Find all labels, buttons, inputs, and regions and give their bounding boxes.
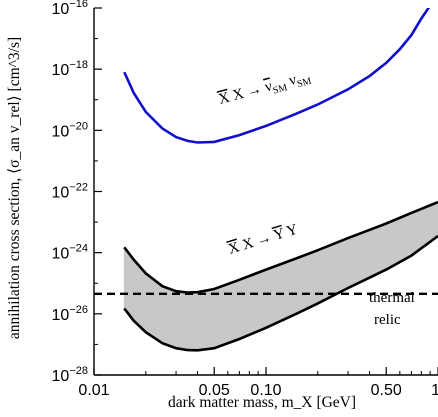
nu-label-sub2: SM — [296, 76, 313, 90]
band-fill-1 — [124, 202, 438, 351]
x-tick-label: 0.10 — [250, 382, 281, 399]
y-tick-label: 10−20 — [52, 120, 88, 140]
nu-label-xbar: X — [217, 90, 232, 108]
nu-label-nu: ν — [287, 72, 298, 89]
relic-label: relic — [374, 312, 401, 328]
y-tick-label: 10−18 — [52, 59, 88, 79]
nu-label-nubar: ν — [263, 78, 274, 95]
y-label-arrow: X → — [237, 229, 277, 255]
band-lower-line-1 — [123, 234, 438, 352]
svg-text:X X → νSM νSM: X X → νSM νSM — [217, 68, 313, 111]
series-line-0 — [123, 8, 431, 144]
nu-channel-label: X X → νSM νSM — [217, 68, 313, 111]
y-tick-label: 10−28 — [52, 365, 88, 385]
nu-label-arrow: X → — [227, 80, 267, 105]
y-label-y: Y — [282, 222, 300, 241]
x-tick-label: 0.50 — [371, 382, 402, 399]
y-tick-label: 10−24 — [52, 243, 88, 263]
thermal-label: thermal — [369, 290, 415, 306]
y-axis-title: annihilation cross section, ⟨σ_an v_rel⟩… — [6, 37, 23, 339]
y-tick-label: 10−26 — [52, 304, 88, 324]
y-label-xbar: X — [226, 239, 241, 258]
svg-text:X X → Y Y: X X → Y Y — [226, 222, 299, 258]
y-channel-label: X X → Y Y — [226, 222, 299, 258]
y-tick-label: 10−16 — [52, 0, 88, 18]
nu-label-sub1: SM — [272, 82, 289, 96]
band-upper-line-1 — [123, 200, 438, 294]
x-tick-label: 1 — [431, 382, 438, 399]
x-axis-title: dark matter mass, m_X [GeV] — [168, 394, 356, 411]
x-tick-label: 0.01 — [78, 382, 109, 399]
y-tick-label: 10−22 — [52, 182, 88, 202]
x-tick-label: 0.05 — [199, 382, 230, 399]
